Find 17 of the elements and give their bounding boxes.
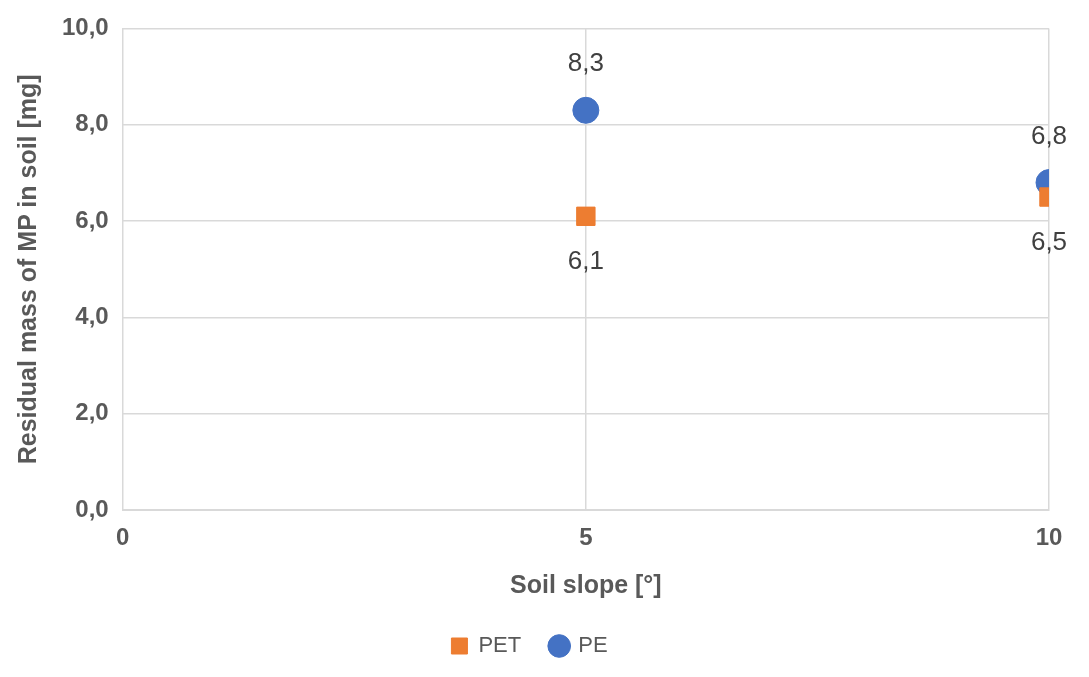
y-tick-label: 6,0	[75, 205, 109, 233]
y-tick-label: 2,0	[75, 398, 109, 426]
data-label: 6,5	[1030, 226, 1068, 257]
y-tick-label: 8,0	[75, 109, 109, 137]
legend-label: PE	[578, 632, 608, 658]
x-axis-title: Soil slope [°]	[510, 569, 662, 598]
x-tick-label: 10	[1035, 523, 1063, 551]
data-label: 6,1	[567, 245, 604, 276]
y-tick-label: 10,0	[61, 13, 109, 41]
y-tick-label: 4,0	[75, 302, 109, 330]
x-tick-label: 5	[579, 523, 593, 551]
data-label: 8,3	[567, 47, 604, 78]
data-label: 6,8	[1030, 119, 1068, 150]
x-tick-label: 0	[116, 523, 130, 551]
legend-label: PET	[478, 632, 522, 658]
y-tick-label: 0,0	[75, 494, 109, 522]
y-axis-title: Residual mass of MP in soil [mg]	[12, 74, 41, 465]
